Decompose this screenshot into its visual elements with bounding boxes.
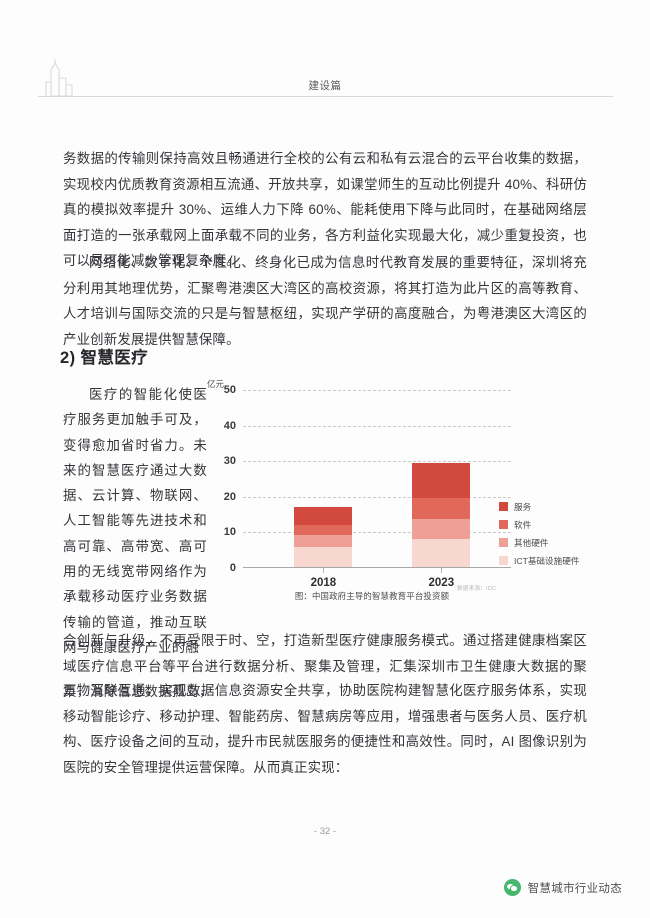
legend-label: 服务 — [514, 501, 532, 512]
chart-bar-segment — [412, 518, 471, 539]
chart-y-tick-label: 30 — [223, 455, 236, 468]
chart-y-tick-label: 20 — [223, 490, 236, 503]
legend-item: 其他硬件 — [499, 534, 619, 551]
chart-gridline — [243, 532, 511, 534]
chart-bar-segment — [294, 535, 353, 548]
paragraph-health-platform: 合创新与升级，不再受限于时、空，打造新型医疗健康服务模式。通过搭建健康档案区域医… — [63, 633, 587, 699]
chart-bar-segment — [294, 547, 353, 567]
chart-gridline — [243, 425, 511, 427]
chart-bar-segment — [294, 506, 353, 525]
section-heading-smart-healthcare: 2) 智慧医疗 — [60, 349, 149, 367]
chart-x-tick-label: 2018 — [310, 577, 337, 589]
paragraph-iot-healthcare: 万物互联互通，实现数据信息资源安全共享，协助医院构建智慧化医疗服务体系，实现移动… — [63, 683, 587, 775]
legend-swatch — [499, 556, 508, 565]
chart-bar-segment — [294, 524, 353, 536]
header-divider — [38, 96, 613, 97]
legend-swatch — [499, 502, 508, 511]
chart-y-tick-label: 50 — [223, 384, 236, 396]
page-header: 建设篇 — [0, 0, 650, 100]
chart-bar-segment — [412, 463, 471, 498]
paragraph-education-hub: 网络化、数字化、个性化、终身化已成为信息时代教育发展的重要特征，深圳将充分利用其… — [63, 255, 587, 347]
chart-y-tick-label: 40 — [223, 419, 236, 432]
paragraph-network-transport: 务数据的传输则保持高效且畅通进行全校的公有云和私有云混合的云平台收集的数据，实现… — [63, 151, 587, 268]
legend-item: 服务 — [499, 498, 619, 515]
chart-baseline — [243, 567, 511, 568]
header-title: 建设篇 — [308, 80, 342, 92]
chart-x-tick-mark — [323, 568, 325, 573]
investment-bar-chart: 亿元 0 10 20 30 40 50 2018 2023 服务软件其他硬件 ICT基础设施硬件… — [207, 378, 607, 593]
chart-bar-segment — [412, 497, 471, 519]
chart-source-note: 数据来源：IDC — [457, 586, 497, 592]
chart-plot-area: 0 10 20 30 40 50 2018 2023 — [224, 384, 511, 589]
watermark: 智慧城市行业动态 — [503, 879, 622, 896]
legend-item: ICT基础设施硬件 — [499, 552, 619, 569]
legend-item: 软件 — [499, 516, 619, 533]
chart-y-tick-label: 10 — [223, 526, 236, 539]
chart-y-tick-label: 0 — [229, 562, 236, 574]
chart-gridline — [243, 496, 511, 498]
chart-gridline — [243, 461, 511, 463]
chart-x-tick-mark — [441, 568, 443, 573]
legend-swatch — [499, 520, 508, 529]
watermark-label: 智慧城市行业动态 — [527, 882, 622, 895]
chart-x-tick-label: 2023 — [428, 577, 455, 589]
chart-gridline — [243, 390, 511, 391]
page-number: - 32 - — [313, 826, 337, 837]
chart-bar — [412, 463, 471, 567]
chart-caption: 图：中国政府主导的智慧教育平台投资额 — [294, 591, 450, 601]
chart-legend: 服务软件其他硬件 ICT基础设施硬件 — [499, 498, 619, 570]
chart-unit-label: 亿元 — [207, 379, 225, 389]
left-column-text: 医疗的智能化使医疗服务更加触手可及，变得愈加省时省力。未来的智慧医疗通过大数据、… — [63, 387, 207, 655]
legend-label: ICT基础设施硬件 — [514, 555, 580, 566]
legend-swatch — [499, 538, 508, 547]
chart-bar — [294, 506, 353, 567]
chart-bar-segment — [412, 538, 471, 567]
wechat-icon — [503, 879, 521, 896]
legend-label: 软件 — [514, 519, 532, 530]
legend-label: 其他硬件 — [514, 537, 549, 548]
